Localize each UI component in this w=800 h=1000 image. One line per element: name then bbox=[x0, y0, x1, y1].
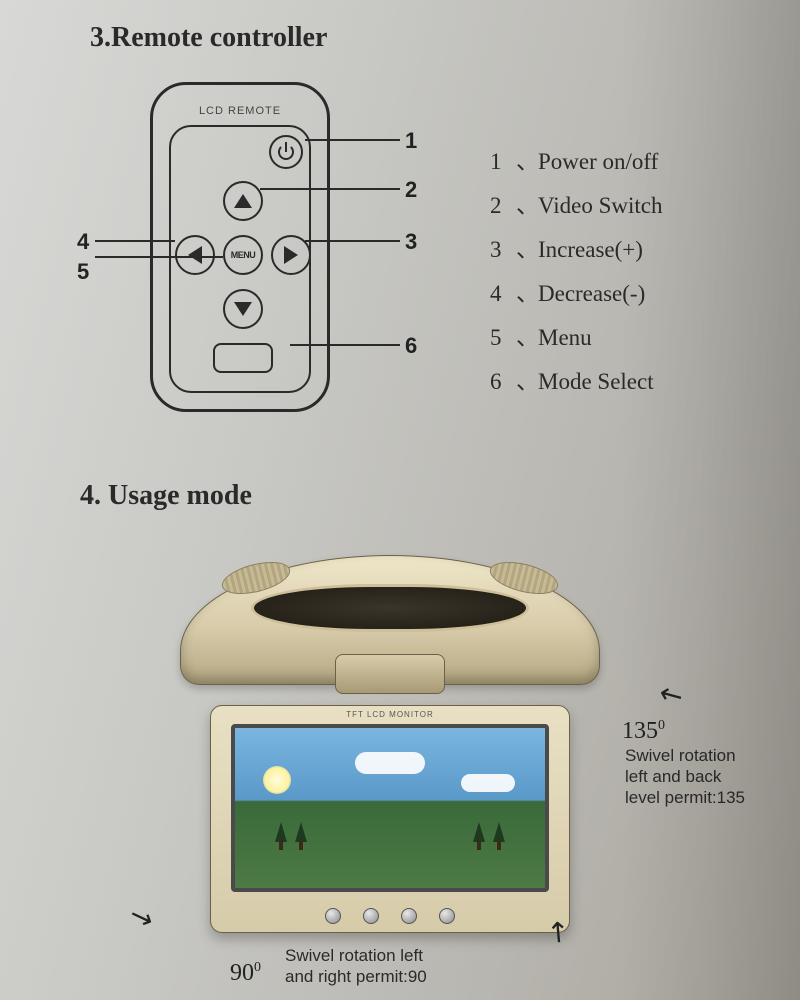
monitor-illustration: TFT LCD MONITOR bbox=[150, 555, 630, 925]
legend-num: 1 bbox=[490, 140, 516, 184]
power-icon bbox=[278, 144, 294, 160]
callout-num-3: 3 bbox=[405, 229, 417, 255]
left-arrow-icon bbox=[188, 246, 202, 264]
up-arrow-icon bbox=[234, 194, 252, 208]
legend-row: 5、Menu bbox=[490, 316, 662, 360]
legend-num: 3 bbox=[490, 228, 516, 272]
remote-legend: 1、Power on/off 2、Video Switch 3、Increase… bbox=[490, 140, 662, 404]
lcd-screen bbox=[231, 724, 549, 892]
control-knob bbox=[439, 908, 455, 924]
right-arrow-icon bbox=[284, 246, 298, 264]
legend-text: Power on/off bbox=[538, 149, 658, 174]
legend-num: 5 bbox=[490, 316, 516, 360]
legend-num: 4 bbox=[490, 272, 516, 316]
angle-90-value: 90 bbox=[230, 960, 254, 986]
legend-sep: 、 bbox=[516, 184, 538, 228]
menu-label: MENU bbox=[231, 250, 256, 260]
degree-mark: 0 bbox=[658, 718, 665, 733]
left-button bbox=[175, 235, 215, 275]
mode-button bbox=[213, 343, 273, 373]
degree-mark: 0 bbox=[254, 960, 261, 975]
callout-num-5: 5 bbox=[77, 259, 89, 285]
leader-4 bbox=[95, 240, 175, 242]
screen-cloud bbox=[355, 752, 425, 774]
legend-text: Video Switch bbox=[538, 193, 662, 218]
legend-row: 1、Power on/off bbox=[490, 140, 662, 184]
menu-button: MENU bbox=[223, 235, 263, 275]
screen-cloud bbox=[461, 774, 515, 792]
legend-text: Mode Select bbox=[538, 369, 654, 394]
legend-text: Decrease(-) bbox=[538, 281, 645, 306]
screen-tree bbox=[473, 822, 485, 842]
legend-num: 6 bbox=[490, 360, 516, 404]
screen-tree bbox=[295, 822, 307, 842]
leader-1 bbox=[305, 139, 400, 141]
angle-90-label: 900 bbox=[230, 960, 261, 987]
legend-text: Increase(+) bbox=[538, 237, 643, 262]
caption-line: Swivel rotation left bbox=[285, 945, 545, 966]
monitor-controls bbox=[211, 908, 569, 924]
control-knob bbox=[401, 908, 417, 924]
arrow-135-icon: ↖ bbox=[652, 674, 689, 714]
up-button bbox=[223, 181, 263, 221]
legend-sep: 、 bbox=[516, 316, 538, 360]
down-button bbox=[223, 289, 263, 329]
angle-135-value: 135 bbox=[622, 718, 658, 744]
control-knob bbox=[325, 908, 341, 924]
leader-3 bbox=[305, 240, 400, 242]
leader-6 bbox=[290, 344, 400, 346]
caption-line: left and back bbox=[625, 766, 790, 787]
legend-row: 4、Decrease(-) bbox=[490, 272, 662, 316]
legend-sep: 、 bbox=[516, 272, 538, 316]
caption-135: Swivel rotation left and back level perm… bbox=[625, 745, 790, 808]
callout-num-6: 6 bbox=[405, 333, 417, 359]
power-button bbox=[269, 135, 303, 169]
callout-num-4: 4 bbox=[77, 229, 89, 255]
leader-2 bbox=[260, 188, 400, 190]
legend-text: Menu bbox=[538, 325, 592, 350]
remote-diagram: LCD REMOTE MENU 1 2 3 4 5 6 bbox=[95, 70, 385, 430]
speaker-grille bbox=[251, 584, 529, 632]
caption-line: Swivel rotation bbox=[625, 745, 790, 766]
legend-row: 6、Mode Select bbox=[490, 360, 662, 404]
section4-title: 4. Usage mode bbox=[80, 480, 252, 512]
down-arrow-icon bbox=[234, 302, 252, 316]
hinge bbox=[335, 654, 445, 694]
callout-num-1: 1 bbox=[405, 128, 417, 154]
screen-tree bbox=[493, 822, 505, 842]
caption-line: level permit:135 bbox=[625, 787, 790, 808]
angle-135-label: 1350 bbox=[622, 718, 665, 745]
callout-num-2: 2 bbox=[405, 177, 417, 203]
caption-line: and right permit:90 bbox=[285, 966, 545, 987]
bezel-label: TFT LCD MONITOR bbox=[211, 710, 569, 719]
caption-90: Swivel rotation left and right permit:90 bbox=[285, 945, 545, 987]
screen-shell: TFT LCD MONITOR bbox=[210, 705, 570, 933]
control-knob bbox=[363, 908, 379, 924]
legend-num: 2 bbox=[490, 184, 516, 228]
legend-row: 2、Video Switch bbox=[490, 184, 662, 228]
monitor-ceiling-base bbox=[180, 555, 600, 685]
legend-row: 3、Increase(+) bbox=[490, 228, 662, 272]
legend-sep: 、 bbox=[516, 360, 538, 404]
remote-top-label: LCD REMOTE bbox=[153, 105, 327, 117]
section3-title: 3.Remote controller bbox=[90, 22, 327, 54]
screen-sun bbox=[263, 766, 291, 794]
legend-sep: 、 bbox=[516, 140, 538, 184]
remote-outline: LCD REMOTE MENU bbox=[150, 82, 330, 412]
legend-sep: 、 bbox=[516, 228, 538, 272]
screen-tree bbox=[275, 822, 287, 842]
leader-5 bbox=[95, 256, 223, 258]
